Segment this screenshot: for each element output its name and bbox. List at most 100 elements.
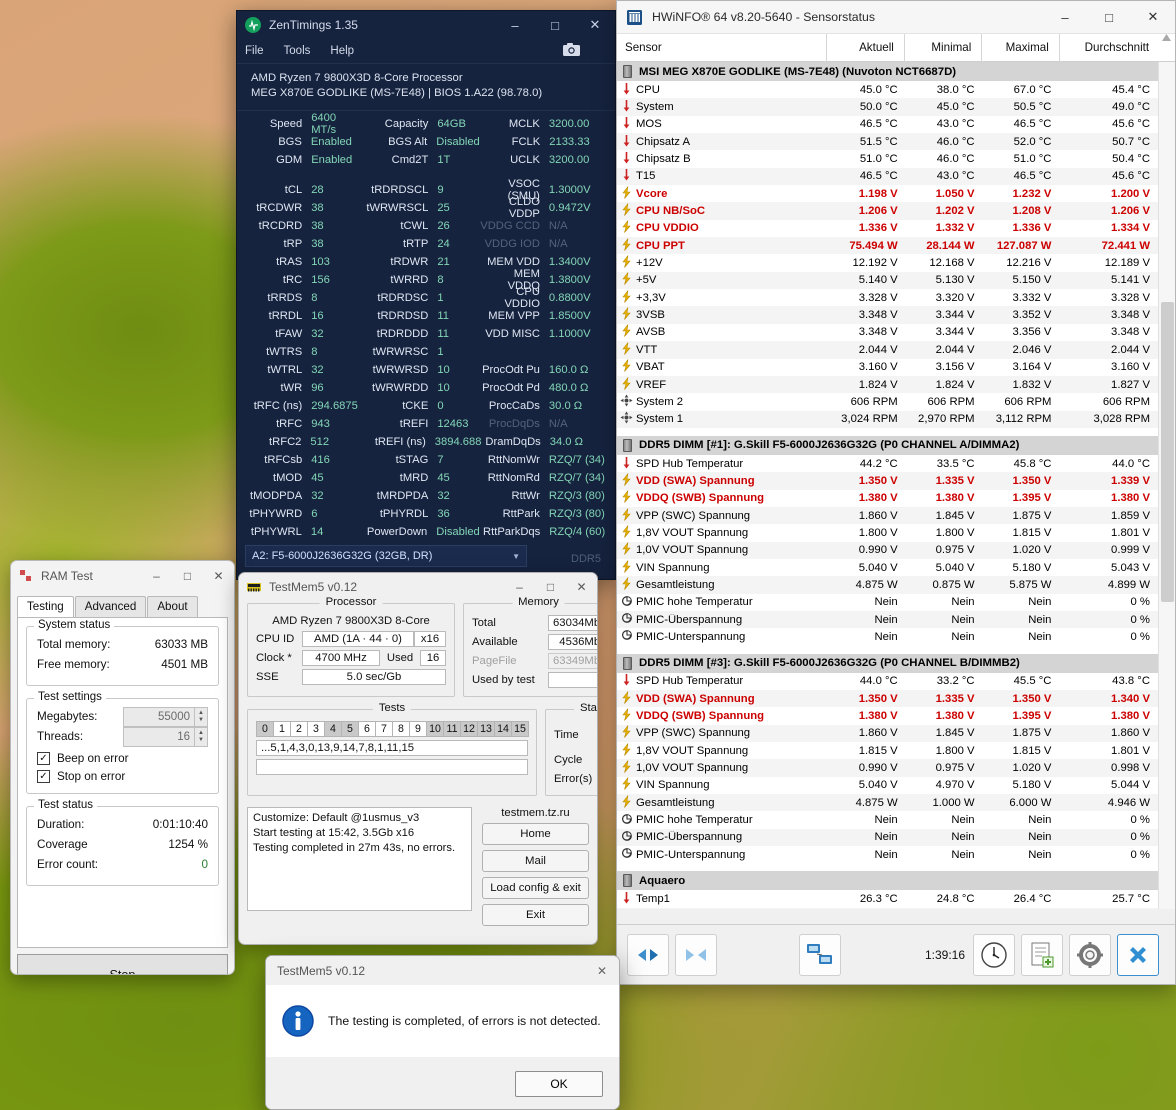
- ramtest-window[interactable]: RAM Test – □ ✕ Testing Advanced About Sy…: [10, 560, 235, 975]
- exit-button[interactable]: Exit: [482, 904, 589, 926]
- camera-icon[interactable]: [562, 42, 581, 60]
- threads-stepper[interactable]: 16 ▲ ▼: [123, 727, 208, 747]
- sensor-row[interactable]: PMIC-Unterspannung Nein Nein Nein 0 %: [617, 846, 1158, 863]
- sensor-group-header[interactable]: DDR5 DIMM [#3]: G.Skill F5-6000J2636G32G…: [617, 653, 1158, 673]
- sensor-row[interactable]: PMIC hohe Temperatur Nein Nein Nein 0 %: [617, 594, 1158, 611]
- load-config-exit-button[interactable]: Load config & exit: [482, 877, 589, 899]
- hwinfo-minimize-button[interactable]: –: [1061, 9, 1069, 25]
- remote-monitors-icon[interactable]: [798, 933, 841, 976]
- megabytes-value[interactable]: 55000: [123, 707, 195, 727]
- menu-item-help[interactable]: Help: [330, 45, 355, 57]
- test-cell[interactable]: 6: [358, 721, 376, 737]
- sensor-row[interactable]: VIN Spannung 5.040 V 5.040 V 5.180 V 5.043 V: [617, 559, 1158, 576]
- mail-button[interactable]: Mail: [482, 850, 589, 872]
- sensor-row[interactable]: +3,3V 3.328 V 3.320 V 3.332 V 3.328 V: [617, 289, 1158, 306]
- sensor-group-header[interactable]: MSI MEG X870E GODLIKE (MS-7E48) (Nuvoton…: [617, 62, 1158, 81]
- ramtest-close-button[interactable]: ✕: [213, 569, 224, 583]
- dialog-titlebar[interactable]: TestMem5 v0.12 ✕: [266, 956, 619, 985]
- sensor-row[interactable]: PMIC-Unterspannung Nein Nein Nein 0 %: [617, 628, 1158, 645]
- column-header-aktuell[interactable]: Aktuell: [827, 33, 905, 62]
- testmem5-minimize-button[interactable]: –: [516, 580, 523, 594]
- sensor-row[interactable]: PMIC hohe Temperatur Nein Nein Nein 0 %: [617, 811, 1158, 828]
- report-page-icon[interactable]: [1021, 933, 1064, 976]
- sensor-row[interactable]: VREF 1.824 V 1.824 V 1.832 V 1.827 V: [617, 375, 1158, 394]
- test-cell[interactable]: 3: [307, 721, 325, 737]
- test-cell[interactable]: 0: [256, 721, 274, 737]
- column-header-sensor[interactable]: Sensor: [617, 33, 828, 62]
- sensor-row[interactable]: VDD (SWA) Spannung 1.350 V 1.335 V 1.350 V 1…: [617, 690, 1158, 708]
- sensor-row[interactable]: 1,0V VOUT Spannung 0.990 V 0.975 V 1.020 V 0…: [617, 541, 1158, 559]
- sensor-row[interactable]: Chipsatz A 51.5 °C 46.0 °C 52.0 °C 50.7 °C: [617, 133, 1158, 151]
- zentimings-titlebar[interactable]: ZenTimings 1.35 – □ ✕: [237, 11, 615, 39]
- ramtest-tabs[interactable]: Testing Advanced About: [11, 591, 234, 617]
- zentimings-minimize-button[interactable]: –: [511, 17, 519, 33]
- test-cell[interactable]: 14: [494, 721, 512, 737]
- tab-advanced[interactable]: Advanced: [74, 596, 147, 617]
- test-cell[interactable]: 1: [273, 721, 291, 737]
- sensor-row[interactable]: System 50.0 °C 45.0 °C 50.5 °C 49.0 °C: [617, 98, 1158, 116]
- testmem5-maximize-button[interactable]: □: [546, 580, 555, 594]
- sensor-row[interactable]: CPU VDDIO 1.336 V 1.332 V 1.336 V 1.334 V: [617, 220, 1158, 237]
- ramtest-maximize-button[interactable]: □: [183, 569, 192, 583]
- sensor-row[interactable]: Temp226.8 °C24.5 °C27.0 °C25.8 °C: [617, 907, 1158, 909]
- sensor-row[interactable]: SPD Hub Temperatur 44.0 °C 33.2 °C 45.5 °C 4…: [617, 673, 1158, 690]
- test-cells-grid[interactable]: 0 1 2 3 4 5 6 7 8 9 10 11 12 13 14 15: [256, 721, 529, 737]
- sensor-row[interactable]: VDDQ (SWB) Spannung 1.380 V 1.380 V 1.395 V…: [617, 490, 1158, 507]
- sensor-row[interactable]: MOS 46.5 °C 43.0 °C 46.5 °C 45.6 °C: [617, 116, 1158, 133]
- hwinfo-scrollbar[interactable]: [1158, 62, 1175, 909]
- sensor-row[interactable]: PMIC-Überspannung Nein Nein Nein 0 %: [617, 610, 1158, 629]
- sensor-row[interactable]: VBAT 3.160 V 3.156 V 3.164 V 3.160 V: [617, 359, 1158, 376]
- sensor-row[interactable]: VPP (SWC) Spannung 1.860 V 1.845 V 1.875 V 1…: [617, 724, 1158, 743]
- sensor-row[interactable]: VTT 2.044 V 2.044 V 2.046 V 2.044 V: [617, 341, 1158, 359]
- hwinfo-column-headers[interactable]: Sensor Aktuell Minimal Maximal Durchschn…: [617, 33, 1175, 62]
- test-cell[interactable]: 4: [324, 721, 342, 737]
- hwinfo-toolbar[interactable]: 1:39:16: [617, 924, 1175, 984]
- ok-button[interactable]: OK: [515, 1071, 603, 1097]
- sensor-group-header[interactable]: DDR5 DIMM [#1]: G.Skill F5-6000J2636G32G…: [617, 435, 1158, 455]
- sensor-row[interactable]: 3VSB 3.348 V 3.344 V 3.352 V 3.348 V: [617, 306, 1158, 324]
- tab-testing[interactable]: Testing: [17, 596, 74, 617]
- hwinfo-maximize-button[interactable]: □: [1105, 9, 1113, 25]
- sensor-group-header[interactable]: Aquaero: [617, 871, 1158, 891]
- test-cell[interactable]: 13: [477, 721, 495, 737]
- column-header-maximal[interactable]: Maximal: [982, 33, 1060, 62]
- sensor-row[interactable]: VDDQ (SWB) Spannung 1.380 V 1.380 V 1.395 V…: [617, 707, 1158, 724]
- testmem5-titlebar[interactable]: TestMem5 v0.12 – □ ✕: [239, 573, 597, 601]
- scrollbar-thumb[interactable]: [1161, 302, 1174, 602]
- test-cell[interactable]: 8: [392, 721, 410, 737]
- test-cell[interactable]: 7: [375, 721, 393, 737]
- threads-value[interactable]: 16: [123, 727, 195, 747]
- sensor-row[interactable]: Vcore 1.198 V 1.050 V 1.232 V 1.200 V: [617, 185, 1158, 202]
- test-cell[interactable]: 15: [511, 721, 529, 737]
- zentimings-menubar[interactable]: File Tools Help: [237, 39, 615, 63]
- sensor-row[interactable]: VPP (SWC) Spannung 1.860 V 1.845 V 1.875 V 1…: [617, 506, 1158, 525]
- sensor-row[interactable]: System 1 3,024 RPM 2,970 RPM 3,112 RPM 3,028…: [617, 410, 1158, 428]
- sensor-row[interactable]: Chipsatz B 51.0 °C 46.0 °C 51.0 °C 50.4 °C: [617, 150, 1158, 167]
- ramtest-minimize-button[interactable]: –: [153, 569, 160, 583]
- hwinfo-sensor-list[interactable]: MSI MEG X870E GODLIKE (MS-7E48) (Nuvoton…: [617, 62, 1175, 909]
- sensor-row[interactable]: PMIC-Überspannung Nein Nein Nein 0 %: [617, 828, 1158, 847]
- column-header-durchschnitt[interactable]: Durchschnitt: [1084, 41, 1150, 54]
- sensor-row[interactable]: T15 46.5 °C 43.0 °C 46.5 °C 45.6 °C: [617, 167, 1158, 186]
- sensor-row[interactable]: CPU PPT 75.494 W 28.144 W 127.087 W 72.441 W: [617, 237, 1158, 255]
- beep-on-error-row[interactable]: ✓ Beep on error: [37, 752, 208, 765]
- stop-on-error-checkbox[interactable]: ✓: [37, 770, 50, 783]
- close-x-icon[interactable]: [1117, 933, 1160, 976]
- clock-icon[interactable]: [973, 933, 1016, 976]
- hwinfo-window[interactable]: HWiNFO® 64 v8.20-5640 - Sensorstatus – □…: [616, 0, 1176, 985]
- test-cell[interactable]: 5: [341, 721, 359, 737]
- sensor-row[interactable]: Gesamtleistung 4.875 W 1.000 W 6.000 W 4.946…: [617, 794, 1158, 812]
- sensor-row[interactable]: 1,8V VOUT Spannung 1.815 V 1.800 V 1.815 V 1…: [617, 742, 1158, 759]
- tab-about[interactable]: About: [147, 596, 198, 617]
- dimm-selector-dropdown[interactable]: A2: F5-6000J2636G32G (32GB, DR) ▼: [245, 545, 527, 567]
- sensor-row[interactable]: AVSB 3.348 V 3.344 V 3.356 V 3.348 V: [617, 324, 1158, 341]
- hwinfo-titlebar[interactable]: HWiNFO® 64 v8.20-5640 - Sensorstatus – □…: [617, 1, 1175, 34]
- hwinfo-close-button[interactable]: ✕: [1147, 9, 1159, 24]
- sensor-row[interactable]: +5V 5.140 V 5.130 V 5.150 V 5.141 V: [617, 271, 1158, 290]
- sensor-row[interactable]: SPD Hub Temperatur 44.2 °C 33.5 °C 45.8 °C 4…: [617, 455, 1158, 472]
- testmem5-close-button[interactable]: ✕: [576, 580, 587, 594]
- collapse-arrows-icon[interactable]: [675, 933, 717, 976]
- testmem5-completion-dialog[interactable]: TestMem5 v0.12 ✕ The testing is complete…: [265, 955, 620, 1110]
- test-cell[interactable]: 9: [409, 721, 427, 737]
- scroll-up-arrow-icon[interactable]: [1157, 33, 1175, 62]
